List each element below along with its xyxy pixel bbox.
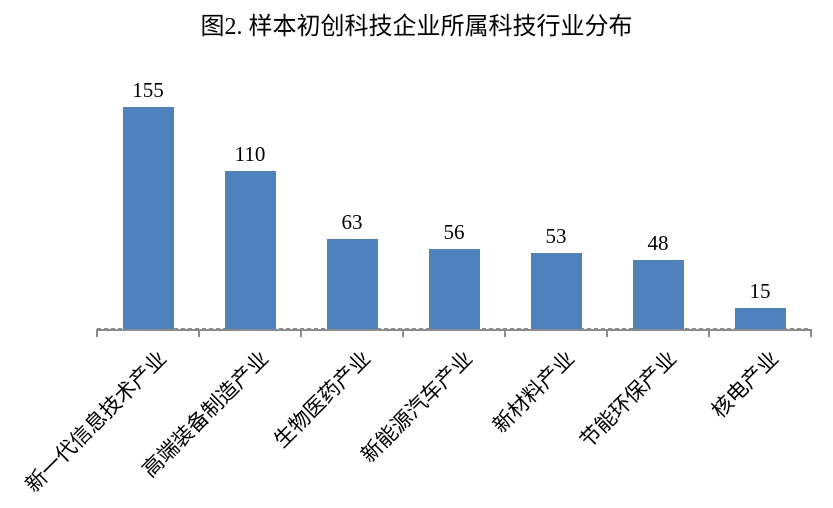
bar xyxy=(530,253,582,329)
chart-title: 图2. 样本初创科技企业所属科技行业分布 xyxy=(200,14,633,40)
axis-tick xyxy=(96,329,98,337)
x-axis-line xyxy=(97,328,811,331)
axis-tick xyxy=(198,329,200,337)
axis-tick xyxy=(708,329,710,337)
axis-tick xyxy=(810,329,812,337)
bar xyxy=(734,308,786,329)
bar xyxy=(632,260,684,329)
bar-value-label: 48 xyxy=(647,231,669,255)
axis-tick xyxy=(402,329,404,337)
axis-tick xyxy=(606,329,608,337)
axis-tick xyxy=(300,329,302,337)
bar-value-label: 53 xyxy=(545,224,567,248)
bar-value-label: 56 xyxy=(443,220,465,244)
bar-value-label: 63 xyxy=(341,210,363,234)
axis-tick xyxy=(504,329,506,337)
bar-value-label: 155 xyxy=(132,78,164,102)
bar-value-label: 15 xyxy=(749,279,771,303)
bar xyxy=(224,171,276,329)
bar xyxy=(326,239,378,329)
bar xyxy=(428,249,480,329)
bar xyxy=(122,107,174,329)
bar-value-label: 110 xyxy=(234,142,266,166)
